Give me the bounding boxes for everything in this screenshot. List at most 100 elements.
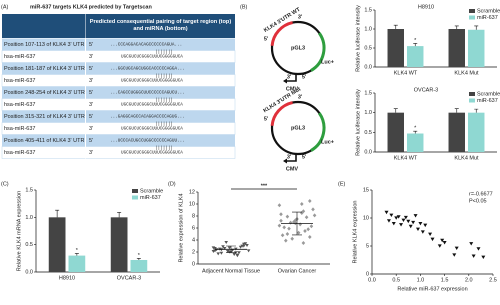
pairing: ||||||| — [155, 122, 173, 127]
end-label: 5' — [89, 114, 93, 120]
position: Position 405-411 of KLK4 3' UTR — [4, 138, 84, 144]
bar — [387, 112, 404, 152]
end-label: 5' — [89, 90, 93, 96]
data-point — [222, 247, 227, 250]
x-tick-label: 1.0 — [417, 277, 425, 283]
insert-arc — [270, 101, 293, 126]
y-tick-label: 0.0 — [364, 149, 372, 155]
x-tick-label: 1.5 — [441, 277, 449, 283]
x-tick-label: 0.0 — [368, 277, 376, 283]
data-point — [213, 247, 217, 250]
data-point — [298, 222, 302, 227]
data-point — [469, 242, 474, 246]
chart-title: OVCAR-3 — [414, 87, 438, 93]
table-title: miR-637 targets KLK4 predicted by Target… — [30, 4, 152, 10]
y-axis-label: Relative KLK4 mRNA expression — [16, 191, 22, 271]
significance: * — [76, 248, 79, 254]
data-point — [296, 230, 301, 235]
panel-label: (B) — [240, 4, 248, 10]
data-point — [403, 215, 408, 220]
bar — [448, 29, 465, 67]
y-tick-label: 0.0 — [364, 64, 372, 70]
end-label: 5' — [89, 138, 93, 144]
bar — [407, 46, 424, 67]
error-bar — [74, 253, 79, 256]
row-bg — [1, 98, 236, 111]
data-point — [454, 246, 459, 251]
legend-label: Scramble — [477, 91, 500, 97]
data-point — [237, 251, 241, 255]
x-tick-label: 2.5 — [489, 277, 497, 283]
data-point — [300, 202, 304, 206]
x-tick-label: KLK4 Mut — [454, 70, 479, 76]
significance: * — [414, 38, 417, 44]
position: Position 181-187 of KLK4 3' UTR — [4, 66, 85, 72]
y-tick-label: 0.0 — [25, 269, 33, 275]
vector-label: pGL3 — [291, 45, 305, 51]
end-label: 3' — [89, 54, 93, 60]
bar — [468, 29, 485, 67]
data-point — [282, 225, 286, 230]
utr-seq: ...CCCAGGACACAGCCCCCCAGUA... — [110, 43, 182, 48]
end-label: 5' — [302, 74, 307, 80]
error-bar — [474, 25, 479, 30]
reporter-label: Luc+ — [321, 59, 334, 65]
data-point — [285, 232, 290, 236]
x-tick-label: KLK4 WT — [394, 70, 418, 76]
y-tick-label: 1.5 — [364, 90, 372, 96]
y-tick-label: 5 — [366, 243, 369, 249]
data-point — [216, 252, 220, 256]
y-tick-label: 4 — [192, 237, 195, 243]
row-bg — [1, 74, 236, 87]
mirna-seq: UGCGUCUCGGGCUUUCGGGGGUCA — [121, 151, 183, 156]
bar — [407, 133, 424, 152]
header-cell — [85, 14, 235, 38]
x-tick-label: H8910 — [59, 275, 75, 281]
legend-label: Scramble — [140, 188, 163, 194]
legend-key — [469, 92, 475, 96]
promoter-label: CMV — [286, 86, 299, 92]
data-point — [227, 250, 232, 254]
data-point — [311, 207, 315, 212]
significance: * — [414, 126, 417, 132]
position: Position 248-254 of KLK4 3' UTR — [4, 90, 85, 96]
data-point — [308, 235, 312, 239]
legend-label: miR-637 — [140, 195, 161, 201]
table-header: Predicted consequential pairing of targe… — [89, 19, 232, 32]
data-point — [401, 218, 406, 223]
data-point — [279, 212, 283, 217]
y-tick-label: 8 — [192, 213, 195, 219]
data-point — [242, 242, 246, 246]
y-tick-label: 6 — [192, 225, 195, 231]
data-point — [391, 222, 396, 226]
data-point — [420, 230, 425, 234]
end-label: 3' — [89, 150, 93, 156]
x-tick-label: OVCAR-3 — [117, 275, 141, 281]
utr-seq: ...GAGGCAGCCACAGGACCCCAGUG... — [110, 115, 185, 120]
data-point — [221, 245, 225, 249]
y-axis-label: Relative expression of KLK4 — [178, 193, 184, 262]
pairing: ||||||| — [155, 50, 173, 55]
panel-label: (C) — [1, 181, 9, 187]
bar — [387, 29, 404, 67]
data-point — [284, 238, 288, 243]
position: Position 107-113 of KLK4 3' UTR — [4, 42, 84, 48]
x-axis-label: Relative miR-637 expression — [397, 286, 467, 292]
x-tick-label: Adjacent Normal Tissue — [202, 268, 260, 274]
bar — [130, 259, 148, 272]
data-point — [235, 254, 240, 258]
error-bar — [454, 25, 459, 29]
mirna-name: hsa-miR-637 — [4, 126, 35, 132]
pairing: ||||||| — [155, 98, 173, 103]
data-point — [277, 223, 282, 228]
data-point — [476, 247, 481, 251]
legend-label: miR-637 — [477, 15, 498, 21]
row-bg — [1, 122, 236, 135]
row-bg — [2, 62, 235, 75]
y-tick-label: 1.0 — [364, 110, 372, 116]
end-label: 3' — [89, 102, 93, 108]
annotation: *** — [261, 183, 268, 189]
data-point — [238, 245, 243, 249]
data-point — [430, 237, 435, 242]
data-point — [303, 229, 307, 233]
